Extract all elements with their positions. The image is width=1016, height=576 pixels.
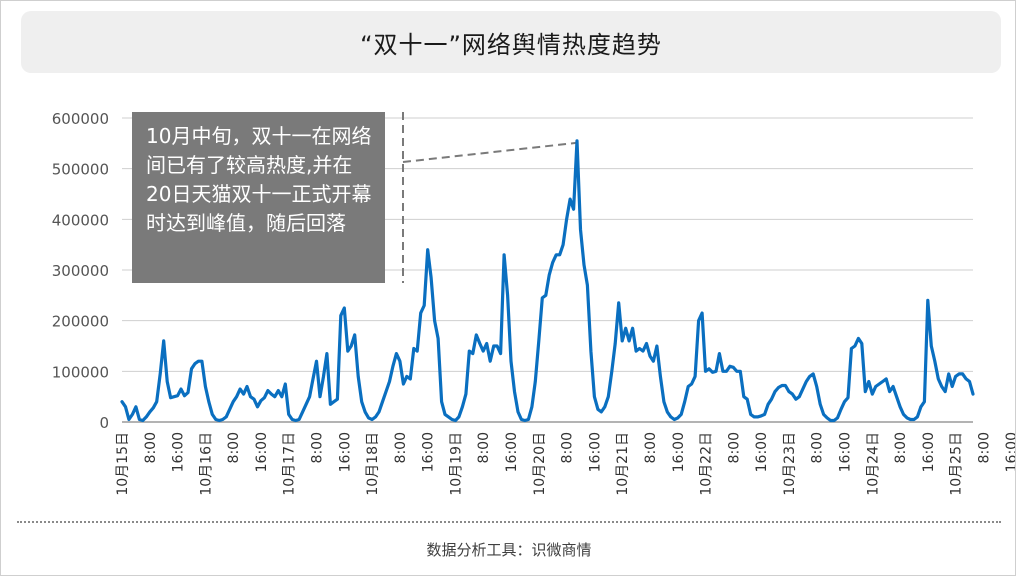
footer-divider xyxy=(17,521,1001,523)
chart-title: “双十一”网络舆情热度趋势 xyxy=(360,30,662,59)
x-tick-label: 8:00 xyxy=(226,432,242,463)
x-tick-label: 16:00 xyxy=(171,432,187,472)
y-tick-label: 300000 xyxy=(52,262,109,280)
x-tick-label: 16:00 xyxy=(421,432,437,472)
x-tick-label: 10月15日 xyxy=(115,432,131,496)
x-tick-label: 8:00 xyxy=(560,432,576,463)
y-axis-ticks: 0 100000 200000 300000 400000 500000 600000 xyxy=(52,110,109,432)
y-tick-label: 200000 xyxy=(52,313,109,331)
x-tick-label: 8:00 xyxy=(393,432,409,463)
x-tick-label: 16:00 xyxy=(254,432,270,472)
callout-leader xyxy=(402,141,578,163)
y-tick-label: 0 xyxy=(99,414,109,432)
x-tick-label: 16:00 xyxy=(504,432,520,472)
x-tick-label: 8:00 xyxy=(976,432,992,463)
x-tick-label: 8:00 xyxy=(810,432,826,463)
x-tick-label: 8:00 xyxy=(726,432,742,463)
x-tick-label: 10月22日 xyxy=(699,432,715,496)
series-layer xyxy=(120,139,975,423)
x-tick-label: 8:00 xyxy=(643,432,659,463)
x-tick-label: 8:00 xyxy=(310,432,326,463)
x-tick-label: 10月19日 xyxy=(448,432,464,496)
y-tick-label: 400000 xyxy=(52,211,109,229)
x-tick-label: 10月20日 xyxy=(532,432,548,496)
annotation-box: 10月中旬，双十一在网络间已有了较高热度,并在20日天猫双十一正式开幕时达到峰值… xyxy=(132,112,385,283)
x-tick-label: 16:00 xyxy=(587,432,603,472)
x-tick-label: 16:00 xyxy=(337,432,353,472)
x-tick-label: 10月17日 xyxy=(282,432,298,496)
x-tick-label: 10月23日 xyxy=(782,432,798,496)
annotation-callout xyxy=(402,112,578,283)
x-tick-label: 8:00 xyxy=(143,432,159,463)
y-tick-label: 100000 xyxy=(52,363,109,381)
y-tick-label: 600000 xyxy=(52,110,109,128)
source-note: 数据分析工具：识微商情 xyxy=(426,541,592,559)
x-tick-label: 10月25日 xyxy=(949,432,965,496)
x-tick-label: 16:00 xyxy=(1004,432,1016,472)
x-tick-label: 16:00 xyxy=(754,432,770,472)
x-tick-label: 10月24日 xyxy=(865,432,881,496)
y-tick-label: 500000 xyxy=(52,161,109,179)
x-tick-label: 16:00 xyxy=(671,432,687,472)
x-tick-label: 10月16日 xyxy=(198,432,214,496)
x-tick-label: 10月21日 xyxy=(615,432,631,496)
x-tick-label: 16:00 xyxy=(837,432,853,472)
series-line xyxy=(120,139,975,423)
x-tick-label: 10月18日 xyxy=(365,432,381,496)
x-tick-label: 8:00 xyxy=(476,432,492,463)
x-axis-ticks: 10月15日 8:00 16:00 10月16日 8:00 16:00 10月17日 8:00… xyxy=(115,432,1016,496)
x-tick-label: 16:00 xyxy=(921,432,937,472)
x-tick-label: 8:00 xyxy=(893,432,909,463)
title-bar: “双十一”网络舆情热度趋势 xyxy=(21,11,1001,73)
